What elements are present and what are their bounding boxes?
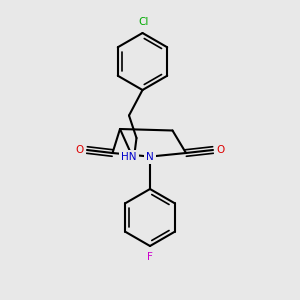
Text: O: O [216, 145, 225, 155]
Text: F: F [147, 252, 153, 262]
Text: HN: HN [121, 152, 137, 163]
Text: O: O [75, 145, 84, 155]
Text: N: N [146, 152, 154, 162]
Text: Cl: Cl [139, 16, 149, 27]
